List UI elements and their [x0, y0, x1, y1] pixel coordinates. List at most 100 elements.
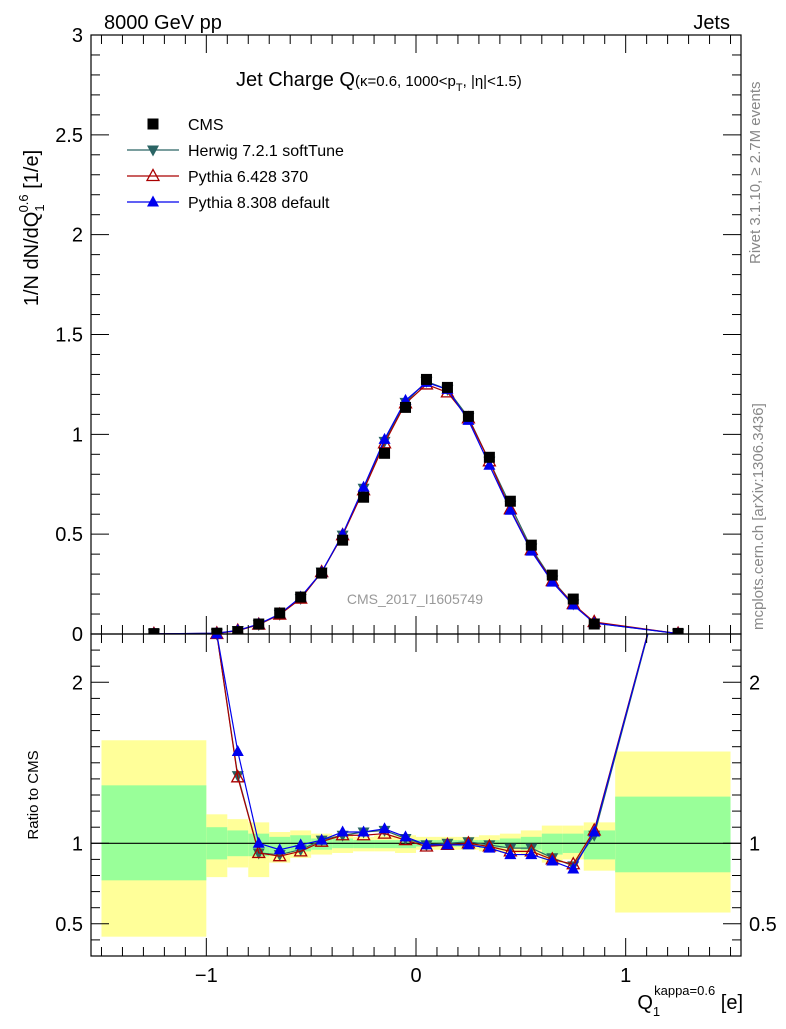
- data-point: [295, 591, 307, 603]
- ylabel-sub: 1: [32, 204, 47, 211]
- ratio-data-point: [525, 848, 538, 860]
- legend-item: CMS: [147, 117, 224, 134]
- mcplots-label: mcplots.cern.ch [arXiv:1306.3436]: [750, 403, 767, 630]
- ratio-data-point: [378, 822, 391, 834]
- ratio-data-point: [272, 848, 287, 862]
- data-point: [378, 432, 391, 444]
- data-point: [337, 534, 349, 546]
- x-tick-label: −1: [195, 965, 218, 987]
- xlabel-sub: 1: [653, 1004, 660, 1019]
- ratio-data-point: [230, 769, 245, 783]
- ylabel-base: 1/N dN/dQ: [21, 212, 43, 306]
- rivet-label: Rivet 3.1.10, ≥ 2.7M events: [747, 82, 764, 265]
- data-point: [504, 495, 516, 507]
- ratio-series-pythia-8-308-default: [210, 634, 649, 874]
- y-tick-label: 2.5: [55, 125, 83, 147]
- y-tick-label: 0.5: [55, 524, 83, 546]
- data-point: [253, 618, 265, 630]
- ratio-data-point: [210, 634, 223, 639]
- ratio-data-point: [294, 838, 307, 850]
- title-main: Jet Charge Q: [236, 69, 355, 91]
- ratio-data-point: [273, 843, 286, 855]
- data-point: [316, 567, 328, 579]
- ratio-green-band: [353, 840, 375, 849]
- ratio-y-tick-label: 0.5: [749, 914, 777, 936]
- ratio-data-point: [293, 843, 308, 857]
- ratio-data-point: [399, 830, 412, 842]
- legend-marker: [147, 195, 159, 207]
- series-cms: [148, 373, 684, 634]
- ratio-y-tick-label: 1: [749, 833, 760, 855]
- ratio-green-band: [541, 833, 563, 855]
- legend-label: Herwig 7.2.1 softTune: [188, 143, 344, 160]
- ratio-data-point: [251, 845, 266, 859]
- ratio-data-point: [315, 833, 328, 845]
- main-y-axis-label: 1/N dN/dQ10.6 [1/e]: [16, 150, 47, 306]
- data-point: [357, 480, 370, 492]
- svg-text:1/N dN/dQ10.6 [1/e]: 1/N dN/dQ10.6 [1/e]: [16, 150, 47, 306]
- ratio-data-point: [546, 854, 559, 866]
- ratio-data-point: [441, 838, 454, 850]
- data-point: [148, 628, 160, 634]
- series-layer: [147, 373, 685, 874]
- legend-label: Pythia 6.428 370: [188, 169, 308, 186]
- ratio-green-band: [101, 785, 207, 881]
- data-point: [211, 627, 223, 634]
- data-point: [672, 627, 684, 634]
- data-point: [588, 618, 600, 630]
- data-point: [546, 575, 559, 587]
- analysis-watermark: CMS_2017_I1605749: [347, 591, 483, 607]
- ratio-data-point: [504, 848, 517, 860]
- ratio-data-point: [357, 825, 370, 837]
- legend-marker: [147, 118, 159, 130]
- ratio-data-point: [252, 836, 265, 848]
- data-point: [546, 569, 558, 581]
- ratio-y-tick-label: 2: [72, 672, 83, 694]
- header-left-label: 8000 GeV pp: [104, 12, 222, 34]
- ratio-panel-series: [209, 634, 649, 874]
- data-point: [420, 373, 432, 385]
- data-point: [483, 458, 496, 470]
- title-sub-end: , |η|<1.5): [463, 73, 522, 90]
- x-tick-label: 1: [620, 965, 631, 987]
- data-point: [441, 381, 453, 393]
- ratio-y-tick-label: 0.5: [55, 914, 83, 936]
- y-tick-label: 2: [72, 225, 83, 247]
- legend-marker: [145, 168, 161, 182]
- data-point: [232, 626, 244, 634]
- data-point: [358, 491, 370, 503]
- data-point: [504, 503, 517, 515]
- ratio-green-band: [615, 796, 731, 873]
- xlabel-sup: kappa=0.6: [654, 983, 715, 998]
- legend-item: Herwig 7.2.1 softTune: [127, 143, 344, 160]
- data-point: [525, 539, 537, 551]
- x-tick-label: 0: [410, 965, 421, 987]
- legend-marker: [147, 145, 159, 157]
- ratio-data-point: [420, 838, 433, 850]
- ratio-data-point: [483, 841, 496, 853]
- ylabel-sup: 0.6: [16, 194, 31, 212]
- chart-title: Jet Charge Q(κ=0.6, 1000<pT, |η|<1.5): [236, 69, 522, 94]
- legend: CMS Herwig 7.2.1 softTune Pythia 6.428 370…: [127, 117, 344, 212]
- ratio-green-band: [374, 840, 396, 849]
- ratio-y-tick-label: 2: [749, 672, 760, 694]
- x-axis-label: Q1 kappa=0.6 [e]: [637, 983, 743, 1019]
- ratio-data-point: [231, 745, 244, 757]
- ratio-data-point: [588, 825, 601, 837]
- header-right-label: Jets: [693, 12, 730, 34]
- data-point: [483, 451, 495, 463]
- main-panel-series: [147, 373, 685, 634]
- ylabel-unit: [1/e]: [21, 150, 43, 194]
- title-sub: (κ=0.6, 1000<p: [355, 73, 456, 90]
- title-sub-sub: T: [456, 82, 463, 94]
- xlabel-base: Q: [637, 992, 653, 1014]
- data-point: [462, 410, 474, 422]
- data-point: [567, 593, 579, 605]
- ratio-y-tick-label: 1: [72, 833, 83, 855]
- y-tick-label: 1.5: [55, 325, 83, 347]
- ratio-data-point: [336, 825, 349, 837]
- ratio-uncertainty-bands: [91, 740, 741, 937]
- y-tick-label: 3: [72, 25, 83, 47]
- y-tick-label: 1: [72, 424, 83, 446]
